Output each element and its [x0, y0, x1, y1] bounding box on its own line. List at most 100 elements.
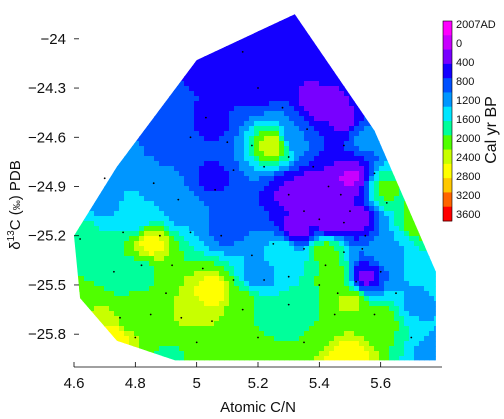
contour-cell: [294, 176, 300, 182]
contour-cell: [289, 226, 295, 232]
contour-cell: [169, 141, 175, 147]
contour-cell: [294, 306, 300, 312]
contour-cell: [159, 266, 165, 272]
contour-cell: [169, 246, 175, 252]
contour-cell: [334, 321, 340, 327]
contour-cell: [154, 241, 160, 247]
contour-cell: [344, 311, 350, 317]
contour-cell: [264, 46, 270, 52]
contour-cell: [424, 271, 430, 277]
contour-cell: [84, 276, 90, 282]
contour-cell: [254, 336, 260, 342]
contour-cell: [394, 291, 400, 297]
contour-cell: [334, 91, 340, 97]
contour-cell: [129, 291, 135, 297]
contour-cell: [314, 126, 320, 132]
contour-cell: [139, 141, 145, 147]
contour-cell: [159, 111, 165, 117]
contour-cell: [124, 186, 130, 192]
contour-cell: [194, 81, 200, 87]
contour-cell: [254, 281, 260, 287]
contour-cell: [264, 296, 270, 302]
contour-cell: [434, 281, 436, 287]
contour-cell: [209, 171, 215, 177]
contour-cell: [284, 316, 290, 322]
contour-cell: [114, 311, 120, 317]
contour-cell: [219, 146, 225, 152]
contour-cell: [179, 331, 185, 337]
contour-cell: [94, 276, 100, 282]
contour-cell: [204, 336, 210, 342]
contour-cell: [409, 221, 415, 227]
contour-cell: [269, 46, 275, 52]
contour-cell: [209, 261, 215, 267]
contour-cell: [94, 201, 100, 207]
contour-cell: [299, 191, 305, 197]
contour-cell: [174, 161, 180, 167]
contour-cell: [249, 66, 255, 72]
contour-cell: [244, 201, 250, 207]
contour-cell: [339, 176, 345, 182]
contour-cell: [299, 186, 305, 192]
contour-cell: [109, 281, 115, 287]
contour-cell: [209, 266, 215, 272]
contour-cell: [144, 331, 150, 337]
contour-cell: [234, 186, 240, 192]
contour-cell: [389, 176, 395, 182]
contour-cell: [159, 241, 165, 247]
contour-cell: [369, 316, 375, 322]
contour-cell: [264, 246, 270, 252]
contour-cell: [359, 316, 365, 322]
contour-cell: [119, 251, 125, 257]
contour-cell: [389, 191, 395, 197]
contour-cell: [244, 246, 250, 252]
contour-cell: [324, 176, 330, 182]
contour-cell: [184, 306, 190, 312]
contour-cell: [359, 286, 365, 292]
contour-cell: [269, 31, 275, 37]
contour-cell: [404, 316, 410, 322]
contour-cell: [229, 306, 235, 312]
contour-cell: [279, 116, 285, 122]
contour-cell: [99, 286, 105, 292]
contour-cell: [149, 126, 155, 132]
contour-cell: [274, 236, 280, 242]
contour-cell: [339, 261, 345, 267]
contour-cell: [309, 131, 315, 137]
contour-cell: [174, 311, 180, 317]
contour-cell: [164, 201, 170, 207]
contour-cell: [204, 111, 210, 117]
contour-cell: [319, 326, 325, 332]
contour-cell: [239, 81, 245, 87]
contour-cell: [199, 211, 205, 217]
contour-cell: [214, 166, 220, 172]
contour-cell: [209, 56, 215, 62]
contour-cell: [259, 71, 265, 77]
contour-cell: [254, 291, 260, 297]
contour-cell: [349, 246, 355, 252]
contour-cell: [214, 91, 220, 97]
contour-cell: [369, 181, 375, 187]
contour-cell: [214, 171, 220, 177]
contour-cell: [274, 251, 280, 257]
contour-cell: [274, 271, 280, 277]
contour-cell: [284, 86, 290, 92]
contour-cell: [299, 271, 305, 277]
contour-cell: [89, 281, 95, 287]
contour-cell: [179, 241, 185, 247]
contour-cell: [244, 291, 250, 297]
contour-cell: [174, 286, 180, 292]
contour-cell: [384, 241, 390, 247]
contour-cell: [124, 216, 130, 222]
contour-cell: [289, 61, 295, 67]
contour-cell: [329, 216, 335, 222]
contour-cell: [274, 51, 280, 57]
contour-cell: [209, 201, 215, 207]
contour-cell: [154, 236, 160, 242]
contour-cell: [184, 196, 190, 202]
contour-cell: [239, 266, 245, 272]
contour-cell: [239, 46, 245, 52]
contour-cell: [234, 141, 240, 147]
contour-cell: [114, 306, 120, 312]
contour-cell: [104, 286, 110, 292]
